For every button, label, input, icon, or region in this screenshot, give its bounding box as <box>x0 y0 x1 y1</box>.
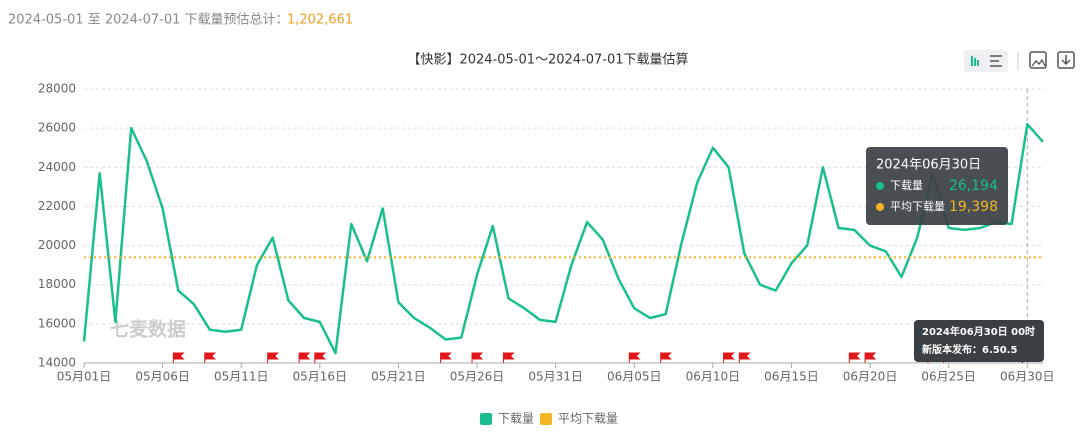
legend-label: 平均下载量 <box>558 412 618 426</box>
x-tick-label: 05月01日 <box>57 370 112 384</box>
x-tick-label: 05月11日 <box>214 370 269 384</box>
release-text: 新版本发布：6.50.5 <box>922 343 1017 356</box>
release-flag <box>471 352 484 363</box>
x-tick-label: 06月30日 <box>1000 370 1055 384</box>
series-line <box>82 123 1044 355</box>
y-tick-label: 28000 <box>38 82 76 96</box>
release-flag <box>864 352 877 363</box>
release-flag <box>172 352 185 363</box>
x-tick-label: 05月06日 <box>135 370 190 384</box>
x-tick-label: 05月21日 <box>371 370 426 384</box>
release-flag <box>628 352 641 363</box>
x-tick-label: 05月31日 <box>528 370 583 384</box>
y-tick-label: 26000 <box>38 121 76 135</box>
release-flag <box>738 352 751 363</box>
watermark: 七麦数据 <box>110 318 186 341</box>
legend: 下载量 平均下载量 <box>480 412 618 426</box>
y-tick-label: 16000 <box>38 316 76 330</box>
header-text: 2024-05-01 至 2024-07-01 下载量预估总计： <box>8 13 289 28</box>
tooltip-name: 下载量 <box>890 179 923 192</box>
release-flag <box>440 352 452 363</box>
release-flag <box>267 352 279 363</box>
x-tick-label: 06月25日 <box>921 370 976 384</box>
y-tick-label: 14000 <box>38 356 76 370</box>
toolbar[interactable] <box>964 50 1075 72</box>
x-tick-label: 06月20日 <box>843 370 898 384</box>
release-tooltip: 2024年06月30日 00时 新版本发布：6.50.5 <box>914 320 1044 362</box>
tooltip: 2024年06月30日 下载量 26,194 平均下载量 19,398 <box>866 147 1008 225</box>
release-flag <box>502 352 515 363</box>
tooltip-title: 2024年06月30日 <box>876 158 981 173</box>
release-flag <box>204 352 216 363</box>
x-tick-label: 05月16日 <box>293 370 348 384</box>
tooltip-value: 19,398 <box>949 199 998 215</box>
y-tick-label: 24000 <box>38 160 76 174</box>
x-tick-label: 06月05日 <box>607 370 662 384</box>
chart-title: 【快影】2024-05-01～2024-07-01下载量估算 <box>407 53 688 68</box>
y-tick-label: 22000 <box>38 199 76 213</box>
y-tick-label: 18000 <box>38 277 76 291</box>
release-flag <box>298 352 311 363</box>
release-flag <box>723 352 735 363</box>
tooltip-value: 26,194 <box>949 178 998 194</box>
header-total: 1,202,661 <box>287 13 353 28</box>
release-flag <box>848 352 861 363</box>
release-date: 2024年06月30日 00时 <box>922 325 1035 338</box>
x-tick-label: 05月26日 <box>450 370 505 384</box>
x-tick-label: 06月10日 <box>686 370 741 384</box>
tooltip-name: 平均下载量 <box>890 200 945 213</box>
x-tick-label: 06月15日 <box>764 370 819 384</box>
release-flag <box>660 352 672 363</box>
release-flag <box>314 352 327 363</box>
legend-label: 下载量 <box>498 412 534 426</box>
y-tick-label: 20000 <box>38 238 76 252</box>
